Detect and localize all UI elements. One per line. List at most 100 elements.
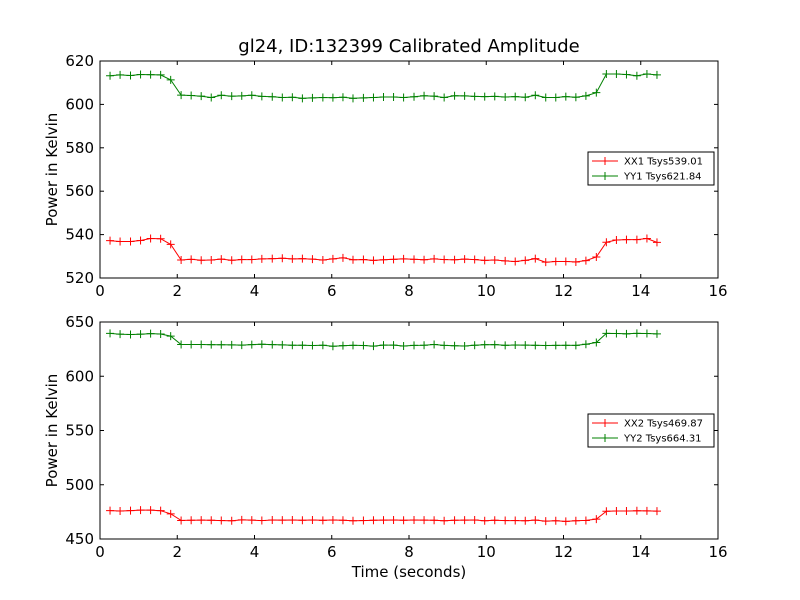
y-tick-label: 500: [65, 476, 94, 494]
data-point: [602, 238, 611, 247]
data-point: [511, 257, 520, 266]
data-point: [470, 92, 479, 101]
data-point: [622, 507, 631, 516]
data-point: [288, 516, 297, 525]
data-point: [521, 341, 530, 350]
data-point: [257, 516, 266, 525]
data-point: [348, 255, 357, 264]
data-point: [177, 255, 186, 264]
data-point: [551, 516, 560, 525]
data-point: [480, 92, 489, 101]
data-point: [571, 516, 580, 525]
data-point: [592, 88, 601, 97]
data-point: [410, 516, 419, 525]
data-point: [561, 257, 570, 266]
data-point: [187, 340, 196, 349]
data-point: [217, 340, 226, 349]
data-point: [308, 93, 317, 102]
data-point: [541, 341, 550, 350]
data-point: [430, 516, 439, 525]
legend-swatch-marker: [601, 172, 609, 180]
data-point: [531, 91, 540, 100]
data-point: [561, 517, 570, 526]
data-point: [389, 516, 398, 525]
data-point: [197, 256, 206, 265]
y-tick-label: 580: [65, 139, 94, 157]
data-point: [106, 506, 115, 515]
data-point: [440, 341, 449, 350]
data-point: [126, 237, 135, 246]
data-point: [166, 75, 175, 84]
data-point: [197, 92, 206, 101]
y-tick-label: 540: [65, 226, 94, 244]
data-point: [581, 91, 590, 100]
data-point: [359, 255, 368, 264]
data-point: [328, 516, 337, 525]
y-tick-label: 620: [65, 52, 94, 70]
data-point: [207, 340, 216, 349]
data-point: [450, 341, 459, 350]
data-point: [207, 516, 216, 525]
data-point: [430, 254, 439, 263]
data-point: [166, 509, 175, 518]
data-point: [257, 340, 266, 349]
data-point: [652, 238, 661, 247]
data-point: [298, 516, 307, 525]
data-point: [369, 93, 378, 102]
data-point: [136, 70, 145, 79]
x-tick-label: 16: [708, 543, 727, 561]
x-tick-label: 4: [250, 282, 260, 300]
legend-box: [587, 151, 715, 186]
x-tick-label: 8: [404, 543, 414, 561]
data-point: [490, 255, 499, 264]
data-point: [389, 341, 398, 350]
data-point: [338, 253, 347, 262]
data-point: [217, 91, 226, 100]
data-point: [369, 256, 378, 265]
data-point: [470, 255, 479, 264]
data-point: [632, 71, 641, 80]
x-tick-label: 14: [631, 543, 650, 561]
data-point: [592, 338, 601, 347]
data-point: [298, 94, 307, 103]
data-point: [561, 341, 570, 350]
data-point: [116, 237, 125, 246]
data-point: [511, 516, 520, 525]
data-point: [288, 93, 297, 102]
data-point: [227, 340, 236, 349]
data-point: [490, 516, 499, 525]
y-tick-label: 520: [65, 269, 94, 287]
data-point: [268, 92, 277, 101]
data-point: [460, 341, 469, 350]
data-point: [501, 256, 510, 265]
data-point: [521, 93, 530, 102]
data-point: [389, 93, 398, 102]
data-point: [541, 93, 550, 102]
data-point: [187, 255, 196, 264]
legend-entry-label: XX1 Tsys539.01: [624, 157, 703, 168]
data-point: [480, 516, 489, 525]
data-point: [338, 516, 347, 525]
data-point: [622, 70, 631, 79]
data-point: [420, 91, 429, 100]
data-point: [379, 93, 388, 102]
x-tick-label: 8: [404, 282, 414, 300]
data-point: [501, 341, 510, 350]
data-point: [460, 516, 469, 525]
data-point: [399, 516, 408, 525]
data-point: [501, 93, 510, 102]
data-point: [460, 91, 469, 100]
data-point: [430, 92, 439, 101]
data-point: [278, 254, 287, 263]
data-point: [440, 93, 449, 102]
legend: XX1 Tsys539.01 YY1 Tsys621.84: [587, 151, 715, 186]
x-tick-label: 2: [172, 282, 182, 300]
chart-panel-1: 0 2 4 6 8 10 12 14 16 520 540 560 580 600 620 gl24, ID:…: [43, 36, 728, 300]
data-point: [410, 92, 419, 101]
data-point: [116, 507, 125, 516]
data-point: [278, 340, 287, 349]
data-point: [612, 329, 621, 338]
data-point: [369, 342, 378, 351]
data-point: [531, 516, 540, 525]
data-point: [551, 93, 560, 102]
